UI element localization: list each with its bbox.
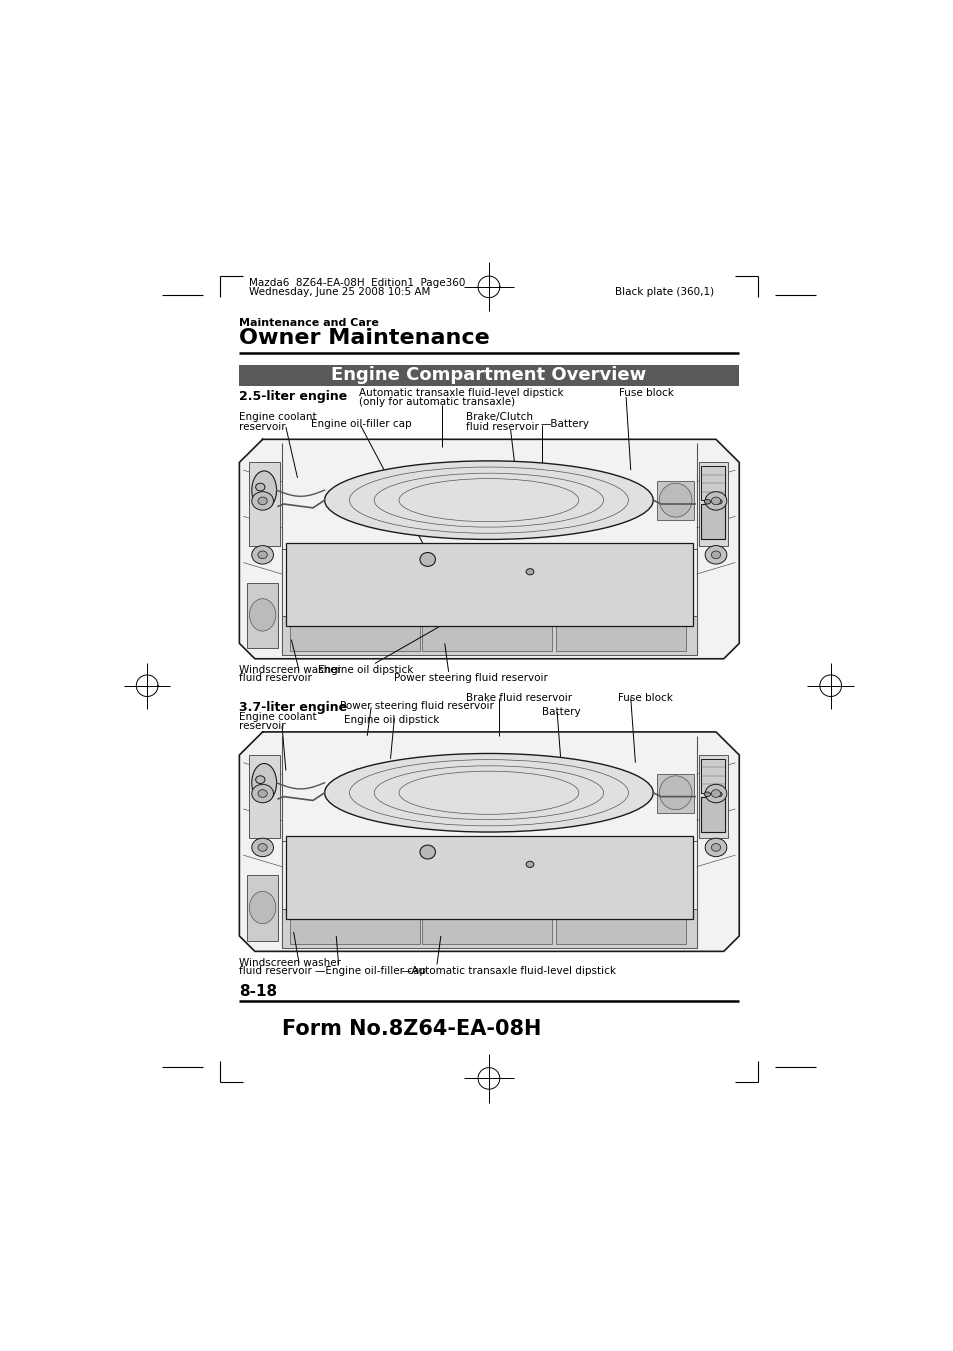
Text: fluid reservoir: fluid reservoir <box>239 673 312 684</box>
Ellipse shape <box>324 461 653 539</box>
Bar <box>286 836 692 919</box>
Text: Battery: Battery <box>541 708 579 717</box>
Ellipse shape <box>324 754 653 832</box>
Bar <box>555 913 685 943</box>
Ellipse shape <box>711 551 720 559</box>
Text: Fuse block: Fuse block <box>618 693 673 704</box>
Text: reservoir: reservoir <box>239 422 286 431</box>
Ellipse shape <box>659 775 691 809</box>
Ellipse shape <box>525 569 534 574</box>
Bar <box>249 462 279 546</box>
Bar <box>422 913 552 943</box>
Ellipse shape <box>249 598 275 631</box>
Bar <box>290 620 419 651</box>
Text: 2.5-liter engine: 2.5-liter engine <box>239 390 347 403</box>
Ellipse shape <box>252 546 274 565</box>
Ellipse shape <box>252 471 276 509</box>
Text: —Automatic transaxle fluid-level dipstick: —Automatic transaxle fluid-level dipstic… <box>400 966 615 975</box>
Text: Engine oil-filler cap: Engine oil-filler cap <box>311 419 412 428</box>
Ellipse shape <box>659 484 691 517</box>
Text: Brake fluid reservoir: Brake fluid reservoir <box>466 693 572 704</box>
Bar <box>657 481 694 520</box>
Text: fluid reservoir: fluid reservoir <box>466 422 538 431</box>
Ellipse shape <box>716 792 721 797</box>
Ellipse shape <box>257 843 267 851</box>
Text: Engine oil dipstick: Engine oil dipstick <box>344 715 439 725</box>
Text: Owner Maintenance: Owner Maintenance <box>239 328 490 349</box>
Bar <box>422 620 552 651</box>
Text: Mazda6  8Z64-EA-08H  Edition1  Page360: Mazda6 8Z64-EA-08H Edition1 Page360 <box>249 277 465 288</box>
Text: Brake/Clutch: Brake/Clutch <box>466 412 533 423</box>
Ellipse shape <box>711 497 720 505</box>
Bar <box>247 582 278 648</box>
Text: fluid reservoir: fluid reservoir <box>239 966 312 975</box>
Ellipse shape <box>257 790 267 797</box>
Ellipse shape <box>704 785 726 802</box>
Ellipse shape <box>703 500 710 504</box>
Ellipse shape <box>703 792 710 797</box>
Ellipse shape <box>704 546 726 565</box>
Bar <box>247 875 278 940</box>
Text: reservoir: reservoir <box>239 721 286 731</box>
Ellipse shape <box>419 846 435 859</box>
Polygon shape <box>239 439 739 659</box>
Bar <box>249 755 279 838</box>
Text: —Engine oil-filler cap: —Engine oil-filler cap <box>314 966 425 975</box>
Ellipse shape <box>711 843 720 851</box>
Bar <box>699 755 727 838</box>
Ellipse shape <box>257 551 267 559</box>
Text: Engine Compartment Overview: Engine Compartment Overview <box>331 366 646 385</box>
Bar <box>286 543 692 627</box>
Text: Maintenance and Care: Maintenance and Care <box>239 317 379 328</box>
Text: Engine coolant: Engine coolant <box>239 412 316 423</box>
Text: Fuse block: Fuse block <box>618 388 673 397</box>
Text: Engine oil dipstick: Engine oil dipstick <box>318 665 414 676</box>
Ellipse shape <box>419 553 435 566</box>
Bar <box>239 365 739 386</box>
Ellipse shape <box>704 492 726 511</box>
Text: (only for automatic transaxle): (only for automatic transaxle) <box>359 397 515 407</box>
Text: Power steering fluid reservoir: Power steering fluid reservoir <box>394 673 548 684</box>
Ellipse shape <box>257 497 267 505</box>
Text: Windscreen washer: Windscreen washer <box>239 665 341 676</box>
Ellipse shape <box>255 775 265 784</box>
Text: Windscreen washer: Windscreen washer <box>239 958 341 967</box>
Polygon shape <box>239 732 739 951</box>
Bar <box>699 462 727 546</box>
Ellipse shape <box>252 785 274 802</box>
Ellipse shape <box>249 892 275 924</box>
Ellipse shape <box>252 838 274 857</box>
Ellipse shape <box>716 500 721 504</box>
Bar <box>700 504 724 539</box>
Bar <box>700 797 724 832</box>
Text: Form No.8Z64-EA-08H: Form No.8Z64-EA-08H <box>282 1019 540 1039</box>
Text: Automatic transaxle fluid-level dipstick: Automatic transaxle fluid-level dipstick <box>359 388 563 397</box>
Ellipse shape <box>252 763 276 802</box>
Bar <box>282 616 696 655</box>
Ellipse shape <box>525 862 534 867</box>
Ellipse shape <box>255 484 265 490</box>
Bar <box>290 913 419 943</box>
Ellipse shape <box>704 838 726 857</box>
Bar <box>700 466 724 500</box>
Bar <box>555 620 685 651</box>
Text: —Battery: —Battery <box>539 419 588 428</box>
Text: Wednesday, June 25 2008 10:5 AM: Wednesday, June 25 2008 10:5 AM <box>249 286 431 297</box>
Text: Power steering fluid reservoir: Power steering fluid reservoir <box>340 701 494 711</box>
Text: 8-18: 8-18 <box>239 985 277 1000</box>
Bar <box>282 909 696 947</box>
Text: Black plate (360,1): Black plate (360,1) <box>615 286 714 297</box>
Text: 3.7-liter engine: 3.7-liter engine <box>239 701 347 715</box>
Ellipse shape <box>711 790 720 797</box>
Ellipse shape <box>252 492 274 511</box>
Text: Engine coolant: Engine coolant <box>239 712 316 721</box>
Bar <box>700 759 724 793</box>
Bar <box>657 774 694 813</box>
